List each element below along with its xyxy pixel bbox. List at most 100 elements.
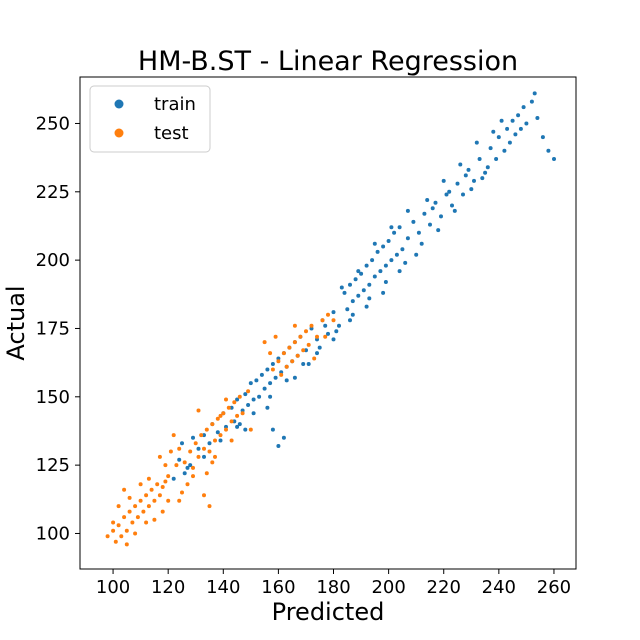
train-point xyxy=(243,427,248,432)
train-point xyxy=(337,323,341,328)
test-point xyxy=(306,342,311,347)
test-point xyxy=(224,427,228,432)
train-point xyxy=(254,378,259,383)
test-point xyxy=(127,509,132,514)
x-tick-label: 180 xyxy=(316,577,350,598)
test-point xyxy=(141,509,146,514)
test-point xyxy=(221,411,226,416)
train-point xyxy=(191,435,195,440)
train-point xyxy=(370,258,375,263)
train-point xyxy=(353,277,358,282)
test-point xyxy=(229,419,234,424)
train-point xyxy=(259,372,264,377)
test-point xyxy=(218,413,223,418)
test-point xyxy=(188,449,193,454)
train-point xyxy=(348,318,352,323)
train-point xyxy=(372,241,377,246)
train-point xyxy=(386,239,391,243)
train-point xyxy=(265,367,270,372)
test-point xyxy=(331,318,336,323)
test-point xyxy=(113,539,118,544)
train-point xyxy=(350,299,355,304)
train-point xyxy=(378,269,383,274)
test-point xyxy=(177,446,182,451)
test-point xyxy=(138,498,143,503)
train-point xyxy=(331,337,336,342)
test-point xyxy=(163,479,168,484)
y-tick-label: 250 xyxy=(36,113,70,134)
test-point xyxy=(196,408,201,413)
test-point xyxy=(246,389,251,394)
train-point xyxy=(251,411,256,416)
train-point xyxy=(461,192,465,197)
y-tick-label: 100 xyxy=(36,523,70,544)
test-point xyxy=(237,394,242,399)
train-point xyxy=(229,405,234,410)
train-point xyxy=(485,165,490,170)
train-point xyxy=(342,290,347,295)
train-point xyxy=(372,274,377,279)
train-point xyxy=(276,356,281,361)
test-point xyxy=(122,515,127,520)
train-point xyxy=(301,362,306,366)
test-point xyxy=(174,463,179,468)
train-point xyxy=(364,304,369,309)
train-point xyxy=(202,454,206,459)
y-tick-label: 175 xyxy=(36,318,70,339)
train-point xyxy=(394,252,399,257)
train-point xyxy=(270,362,275,366)
train-point xyxy=(218,438,223,443)
train-point xyxy=(439,214,443,219)
train-point xyxy=(251,397,256,402)
train-point xyxy=(383,263,388,268)
train-point xyxy=(359,271,364,276)
test-point xyxy=(171,433,176,438)
x-tick-label: 120 xyxy=(151,577,185,598)
train-point xyxy=(215,430,220,435)
train-point xyxy=(188,463,193,468)
train-point xyxy=(441,178,446,183)
test-point xyxy=(127,495,132,500)
test-point xyxy=(210,422,215,427)
train-point xyxy=(235,397,240,402)
y-tick-label: 150 xyxy=(36,387,70,408)
y-tick-label: 225 xyxy=(36,182,70,203)
test-point xyxy=(268,351,273,356)
test-point xyxy=(226,405,231,410)
train-point xyxy=(361,288,366,293)
train-point xyxy=(237,422,242,427)
test-point xyxy=(323,334,328,339)
test-point xyxy=(248,427,253,432)
train-point xyxy=(389,258,394,263)
train-point xyxy=(262,386,267,391)
train-point xyxy=(207,441,212,446)
train-point xyxy=(472,178,476,183)
test-point xyxy=(290,359,295,364)
train-point xyxy=(276,444,281,448)
y-axis: 100 125 150 175 200 225 250 xyxy=(36,113,80,544)
train-point xyxy=(400,247,405,252)
train-point xyxy=(375,249,380,254)
test-point xyxy=(326,312,330,317)
test-point xyxy=(116,504,121,509)
test-point xyxy=(276,359,281,364)
train-point xyxy=(419,241,424,246)
train-point xyxy=(268,394,273,399)
test-point xyxy=(279,372,284,377)
test-point xyxy=(292,323,297,328)
test-point xyxy=(287,345,292,350)
train-point xyxy=(304,348,308,353)
train-point xyxy=(480,176,485,181)
train-point xyxy=(444,192,449,197)
test-point xyxy=(210,460,215,465)
train-point xyxy=(171,476,176,481)
test-point xyxy=(207,504,212,509)
train-point xyxy=(516,113,521,118)
train-point xyxy=(243,392,248,397)
test-point xyxy=(193,441,198,446)
train-point xyxy=(345,307,350,312)
train-point xyxy=(268,381,273,386)
x-tick-label: 200 xyxy=(371,577,405,598)
train-point xyxy=(397,225,402,230)
test-point xyxy=(180,490,184,495)
